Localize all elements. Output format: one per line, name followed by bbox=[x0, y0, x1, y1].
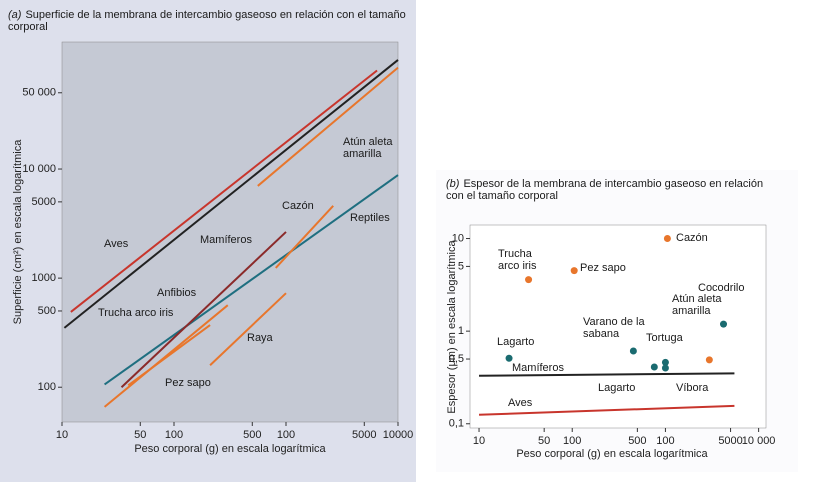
x-tick-label: 100 bbox=[656, 435, 674, 447]
y-axis-label: Espesor (μm) en escala logarítmica bbox=[446, 240, 458, 414]
point-label: Víbora bbox=[676, 382, 709, 394]
x-tick-label: 100 bbox=[165, 429, 183, 441]
data-point bbox=[661, 364, 669, 372]
y-tick-label: 100 bbox=[38, 381, 56, 393]
series-label: Aves bbox=[104, 238, 129, 250]
x-tick-label: 500 bbox=[243, 429, 261, 441]
point-label: Cocodrilo bbox=[698, 282, 745, 294]
plot-area bbox=[469, 224, 767, 429]
series-label: Aves bbox=[508, 397, 533, 409]
series-label: Trucha arco iris bbox=[98, 307, 174, 319]
y-tick-label: 1000 bbox=[32, 272, 56, 284]
panel-label: (b) bbox=[446, 178, 460, 190]
title-text: Espesor de la membrana de intercambio ga… bbox=[446, 178, 764, 202]
series-label: Mamíferos bbox=[512, 362, 564, 374]
chart-title: (a) Superficie de la membrana de intercam… bbox=[8, 9, 408, 33]
point-label: Tortuga bbox=[646, 332, 683, 344]
point-label: Lagarto bbox=[598, 382, 636, 394]
point-label: Trucha arco iris bbox=[498, 248, 537, 272]
y-axis-label: Superficie (cm²) en escala logarítmica bbox=[12, 139, 24, 325]
y-tick-label: 10 bbox=[452, 232, 464, 244]
y-tick-label: 5000 bbox=[32, 196, 56, 208]
point-label: Pez sapo bbox=[580, 262, 626, 274]
point-label: Lagarto bbox=[497, 336, 535, 348]
series-line bbox=[127, 324, 211, 387]
y-tick-label: 50 000 bbox=[22, 87, 56, 99]
point-label: Varano de la sabana bbox=[583, 316, 645, 340]
series-line bbox=[275, 205, 334, 269]
x-tick-label: 10000 bbox=[383, 429, 414, 441]
data-point bbox=[525, 276, 533, 284]
series-label: Cazón bbox=[282, 200, 314, 212]
series-label: Atún aleta amarilla bbox=[343, 136, 393, 160]
x-tick-label: 100 bbox=[277, 429, 295, 441]
chart-title: (b) Espesor de la membrana de intercambio… bbox=[446, 178, 776, 202]
x-tick-label: 100 bbox=[563, 435, 581, 447]
y-tick-label: 1 bbox=[458, 325, 464, 337]
series-label: Mamíferos bbox=[200, 234, 252, 246]
y-tick-label: 0,5 bbox=[449, 353, 464, 365]
data-point bbox=[720, 320, 728, 328]
series-line bbox=[70, 69, 378, 313]
data-point bbox=[629, 347, 637, 355]
y-tick-label: 0,1 bbox=[449, 418, 464, 430]
x-tick-label: 500 bbox=[628, 435, 646, 447]
data-point bbox=[505, 354, 513, 362]
series-line bbox=[63, 59, 399, 329]
plot-area bbox=[61, 41, 399, 423]
series-line bbox=[103, 304, 229, 408]
data-point bbox=[663, 235, 671, 243]
data-point bbox=[570, 267, 578, 275]
series-line bbox=[120, 231, 287, 388]
x-tick-label: 5000 bbox=[352, 429, 376, 441]
data-point bbox=[705, 356, 713, 364]
x-tick-label: 10 000 bbox=[742, 435, 776, 447]
x-tick-label: 50 bbox=[134, 429, 146, 441]
y-tick-label: 500 bbox=[38, 305, 56, 317]
x-tick-label: 50 bbox=[538, 435, 550, 447]
series-label: Raya bbox=[247, 332, 273, 344]
point-label: Atún aleta amarilla bbox=[672, 293, 722, 317]
x-tick-label: 10 bbox=[473, 435, 485, 447]
series-label: Reptiles bbox=[350, 212, 390, 224]
panel-label: (a) bbox=[8, 9, 22, 21]
y-tick-label: 10 000 bbox=[22, 163, 56, 175]
x-axis-label: Peso corporal (g) en escala logarítmica bbox=[516, 448, 708, 460]
series-label: Pez sapo bbox=[165, 377, 211, 389]
x-axis-label: Peso corporal (g) en escala logarítmica bbox=[134, 443, 326, 455]
series-line bbox=[257, 66, 399, 187]
series-line bbox=[478, 404, 735, 416]
data-point bbox=[650, 363, 658, 371]
series-line bbox=[104, 174, 399, 386]
x-tick-label: 10 bbox=[56, 429, 68, 441]
series-label: Anfibios bbox=[157, 287, 197, 299]
series-line bbox=[209, 292, 287, 366]
data-point bbox=[661, 358, 669, 366]
y-tick-label: 5 bbox=[458, 260, 464, 272]
point-label: Cazón bbox=[676, 232, 708, 244]
x-tick-label: 5000 bbox=[718, 435, 742, 447]
series-line bbox=[479, 372, 735, 377]
title-text: Superficie de la membrana de intercambio… bbox=[8, 9, 406, 33]
